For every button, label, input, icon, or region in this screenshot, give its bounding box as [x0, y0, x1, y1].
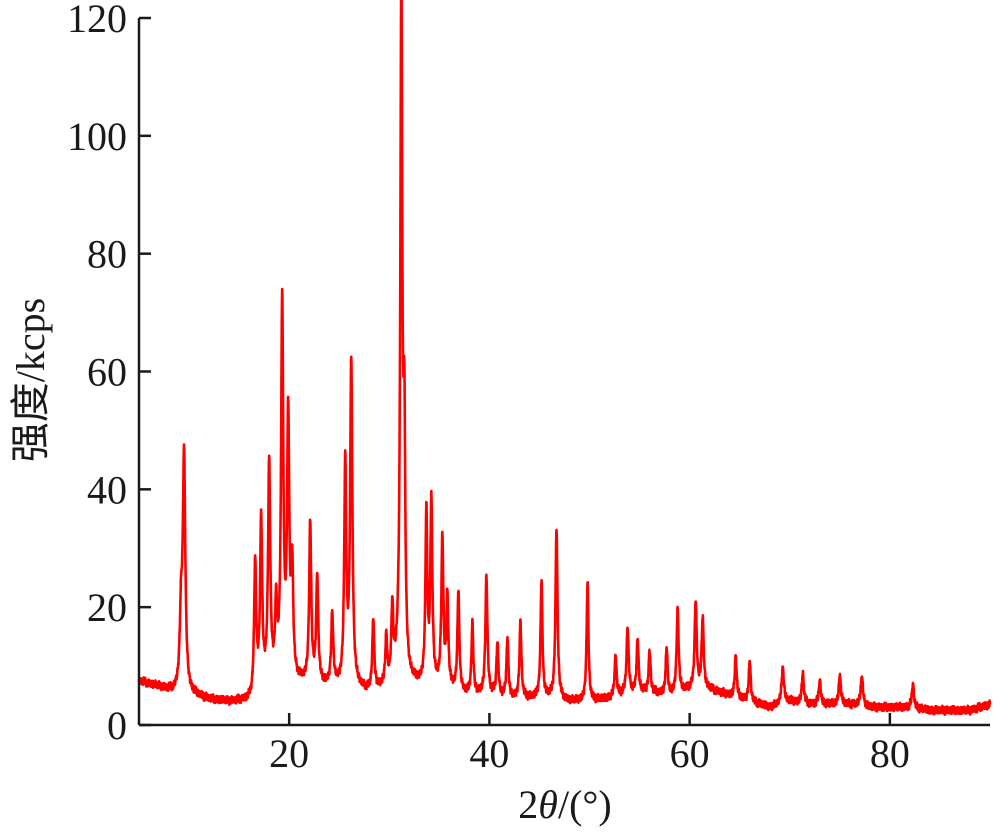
x-axis-title: 2θ/(°)	[518, 782, 611, 827]
y-tick-label: 0	[107, 703, 127, 748]
x-axis-title-theta: θ	[538, 782, 558, 827]
y-axis-title: 强度/kcps	[8, 298, 53, 462]
tick-marks: 0 20 40 60 80 100 120 20 40 60 80	[67, 0, 910, 776]
x-tick-label: 60	[670, 731, 710, 776]
y-tick-label: 100	[67, 114, 127, 159]
plot-data-layer	[137, 0, 992, 717]
y-tick-label: 20	[87, 585, 127, 630]
y-tick-label: 40	[87, 467, 127, 512]
y-tick-label: 80	[87, 232, 127, 277]
xrd-series-line	[137, 0, 992, 717]
y-tick-label: 120	[67, 0, 127, 41]
x-tick-label: 40	[469, 731, 509, 776]
x-tick-label: 20	[269, 731, 309, 776]
y-tick-label: 60	[87, 350, 127, 395]
x-tick-label: 80	[870, 731, 910, 776]
